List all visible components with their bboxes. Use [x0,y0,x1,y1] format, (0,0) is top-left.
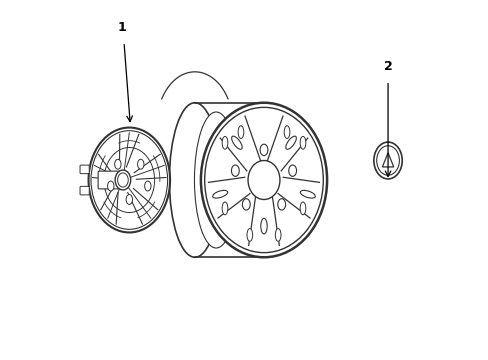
Ellipse shape [275,229,281,241]
Ellipse shape [222,202,227,215]
Ellipse shape [247,161,279,199]
Ellipse shape [288,165,296,176]
Ellipse shape [137,159,143,169]
Ellipse shape [300,136,305,149]
Ellipse shape [144,181,151,191]
Ellipse shape [260,144,267,156]
Ellipse shape [115,170,130,190]
Ellipse shape [238,126,244,139]
Ellipse shape [285,136,296,149]
Ellipse shape [300,190,315,198]
Ellipse shape [114,159,121,169]
Ellipse shape [216,118,251,242]
Ellipse shape [231,136,242,149]
Ellipse shape [246,229,252,241]
FancyBboxPatch shape [80,165,89,174]
Text: 2: 2 [383,60,392,73]
Ellipse shape [212,190,227,198]
Ellipse shape [260,218,266,234]
Ellipse shape [169,103,220,257]
Ellipse shape [231,165,239,176]
Ellipse shape [107,181,114,191]
Ellipse shape [201,103,326,257]
Ellipse shape [277,199,285,210]
Ellipse shape [88,127,170,233]
FancyBboxPatch shape [80,186,89,195]
Ellipse shape [242,199,250,210]
Text: 1: 1 [118,21,126,34]
Ellipse shape [373,142,402,179]
Ellipse shape [126,194,132,204]
FancyBboxPatch shape [98,171,121,189]
Ellipse shape [284,126,289,139]
Ellipse shape [194,112,237,248]
Ellipse shape [222,136,227,149]
Ellipse shape [300,202,305,215]
